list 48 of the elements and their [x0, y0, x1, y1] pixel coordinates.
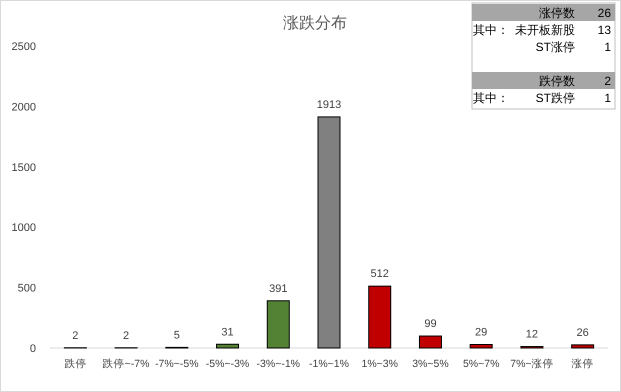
x-tick-label: 1%~3%: [361, 358, 398, 370]
x-tick-label: -5%~-3%: [206, 358, 250, 370]
annotation: ST跌停: [536, 91, 575, 105]
text: 其中：: [473, 23, 509, 37]
data-label: 391: [269, 282, 288, 295]
data-label: 29: [475, 326, 488, 338]
bar: [318, 116, 340, 348]
data-label: 31: [221, 326, 234, 338]
bar: [216, 344, 240, 348]
data-label: 512: [370, 268, 389, 280]
annotation: 1: [604, 91, 612, 105]
x-tick-label: 5%~7%: [462, 358, 500, 370]
bar: [368, 286, 392, 348]
x-tick-label: 7%~涨停: [510, 358, 554, 370]
y-tick-label: 1000: [12, 222, 36, 234]
text: 涨停数: [539, 6, 575, 20]
annotation: 跌停数: [539, 74, 575, 88]
y-tick-label: 1500: [12, 162, 36, 174]
text: 13: [598, 23, 612, 37]
annotation: 1: [604, 40, 612, 54]
x-tick-label: 涨停: [572, 358, 594, 370]
x-tick-label: -7%~-5%: [155, 358, 199, 370]
y-tick-label: 500: [18, 282, 36, 295]
x-tick-label: 跌停: [64, 358, 86, 370]
annotation: 其中：: [473, 91, 509, 105]
data-label: 2: [72, 330, 78, 342]
data-label: 5: [174, 329, 180, 342]
x-tick-label: -3%~-1%: [256, 358, 300, 370]
annotation: 2: [604, 74, 612, 88]
y-tick-label: 2500: [12, 41, 36, 53]
annotation: ST涨停: [536, 40, 575, 54]
text: 未开板新股: [515, 23, 575, 37]
x-tick-label: -1%~1%: [309, 358, 349, 370]
bar: [470, 344, 493, 348]
bar: [418, 336, 442, 348]
data-label: 12: [526, 328, 538, 341]
data-label: 2: [123, 330, 130, 342]
bar: [571, 344, 594, 348]
y-tick-label: 2000: [12, 101, 36, 114]
data-label: 99: [424, 318, 437, 330]
text: 26: [598, 6, 612, 20]
y-tick-label: 0: [30, 343, 36, 355]
data-label: 26: [576, 326, 589, 339]
data-label: 1913: [316, 98, 342, 111]
bar: [266, 300, 290, 348]
chart-title: 涨跌分布: [283, 14, 347, 32]
x-tick-label: 3%~5%: [412, 358, 449, 370]
x-tick-label: 跌停~-7%: [102, 358, 150, 370]
